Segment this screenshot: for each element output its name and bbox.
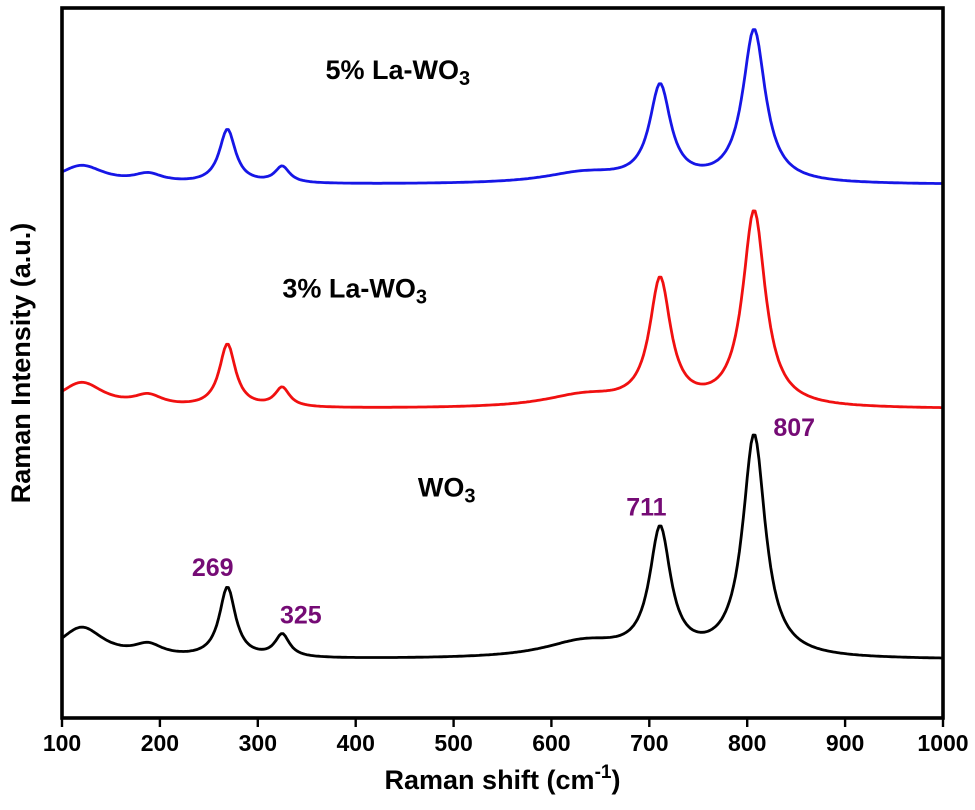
series-label-3-la-wo3: 3% La-WO3	[282, 273, 427, 308]
x-tick-label-600: 600	[532, 730, 570, 756]
spectrum-5-la-wo3	[60, 28, 945, 186]
x-tick-label-700: 700	[630, 730, 668, 756]
peak-label-269: 269	[192, 554, 234, 582]
spectrum-3-la-wo3	[60, 209, 945, 410]
plot-border	[60, 6, 945, 720]
peak-label-807: 807	[773, 414, 815, 442]
x-axis-title: Raman shift (cm-1)	[385, 762, 621, 795]
x-tick-label-500: 500	[434, 730, 472, 756]
y-axis-title: Raman Intensity (a.u.)	[6, 223, 36, 504]
x-tick-label-200: 200	[141, 730, 179, 756]
series-label-wo3: WO3	[418, 472, 476, 507]
x-tick-label-100: 100	[43, 730, 81, 756]
x-tick-label-300: 300	[239, 730, 277, 756]
spectrum-wo3	[60, 433, 945, 660]
peak-label-711: 711	[626, 493, 666, 521]
x-tick-label-800: 800	[728, 730, 766, 756]
x-tick-label-400: 400	[337, 730, 375, 756]
series-label-5-la-wo3: 5% La-WO3	[325, 55, 470, 90]
x-tick-label-900: 900	[826, 730, 864, 756]
peak-label-325: 325	[280, 601, 322, 629]
x-tick-label-1000: 1000	[917, 730, 968, 756]
